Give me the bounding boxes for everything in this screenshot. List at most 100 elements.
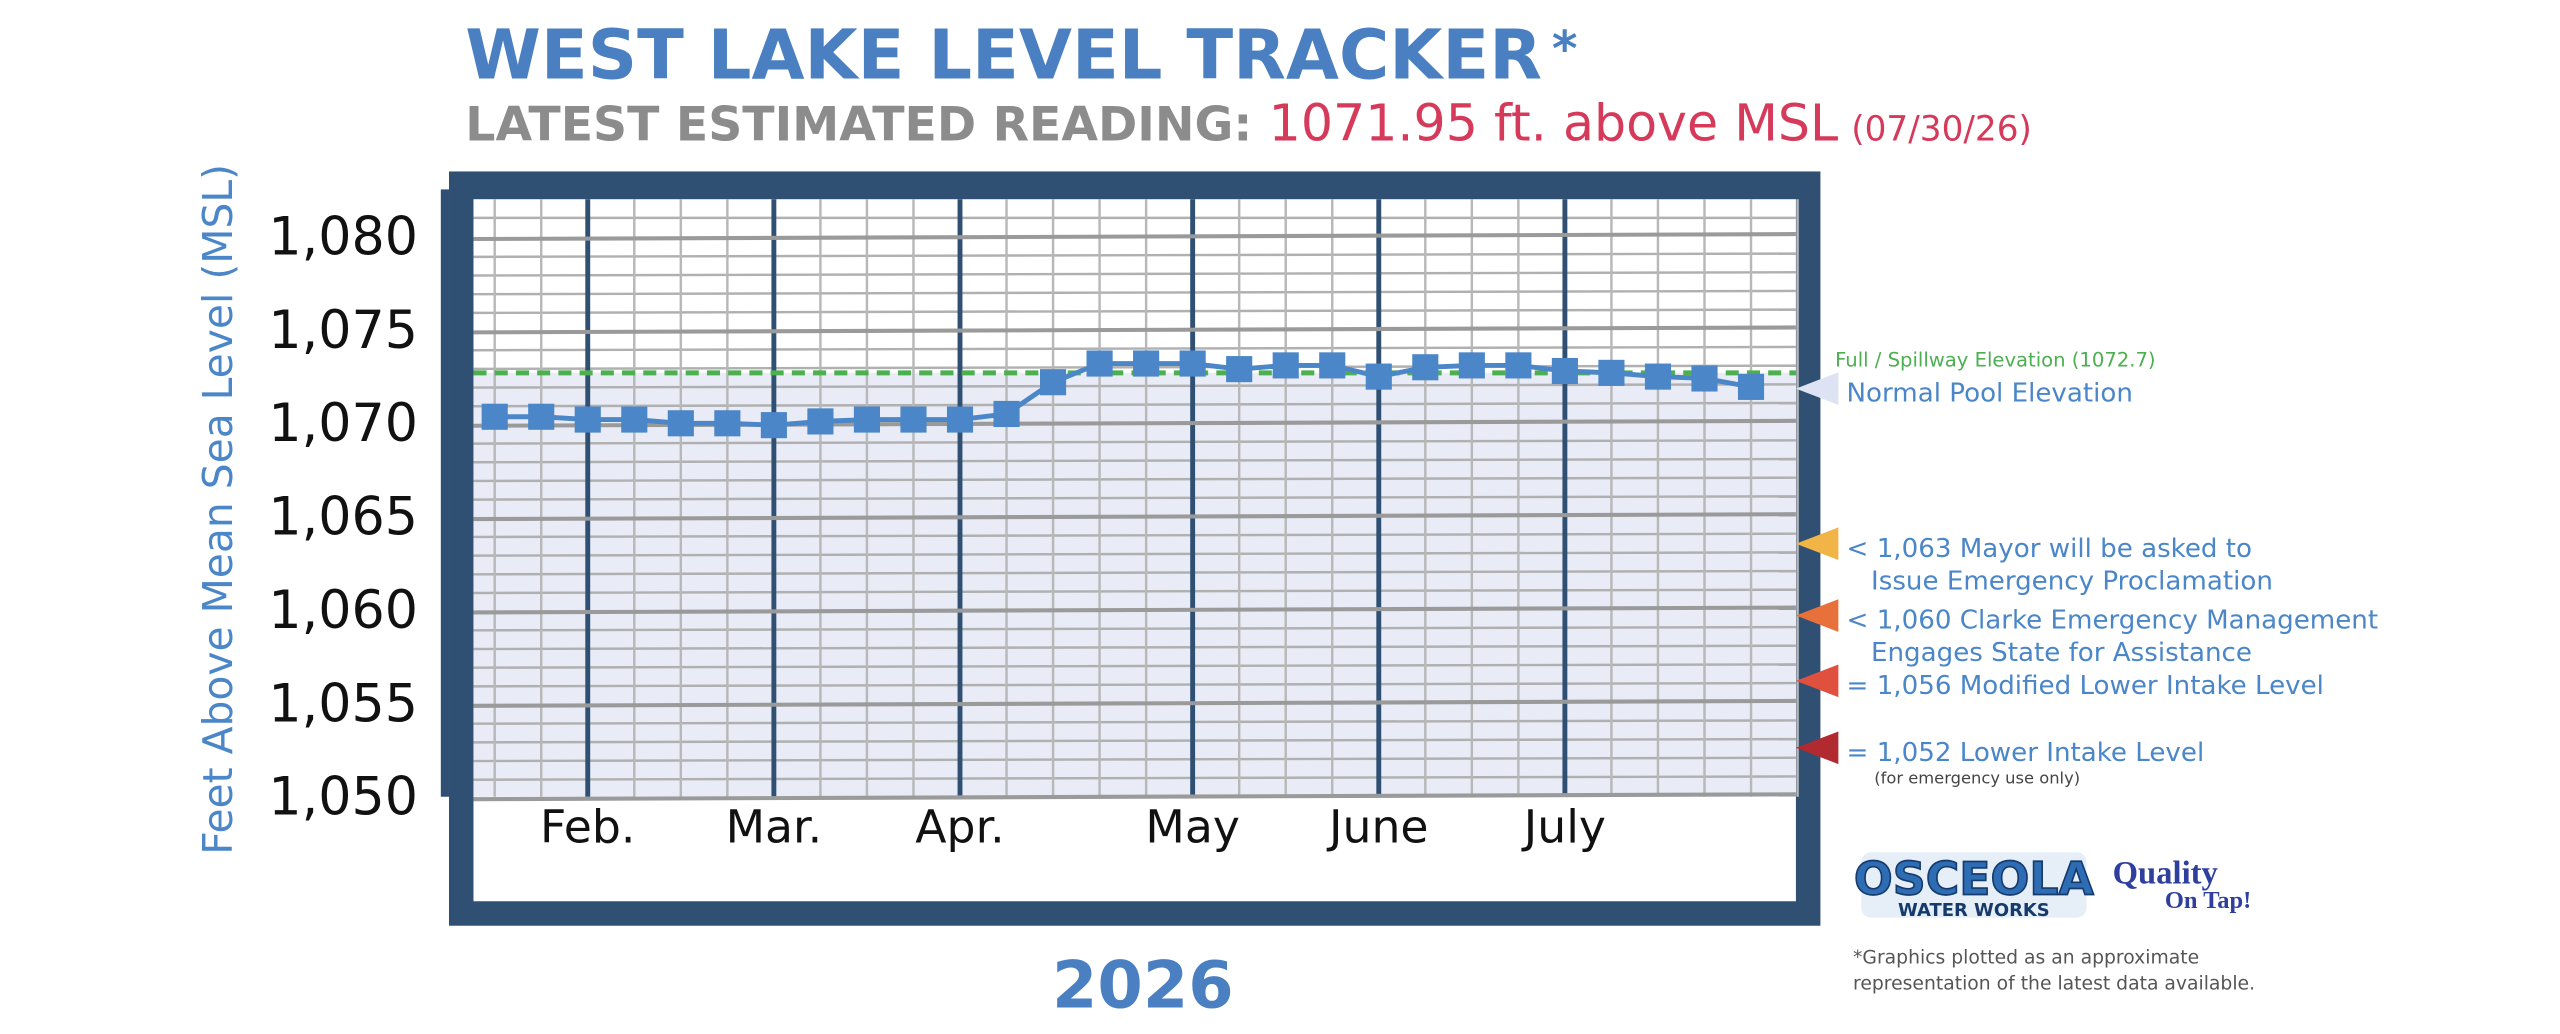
logo-tag1: Quality [2113, 855, 2218, 891]
point [621, 406, 648, 433]
x-tick-label: July [1521, 800, 1606, 853]
point [1644, 363, 1672, 390]
latest-date: (07/30/26) [1851, 109, 2032, 149]
minor-grid [473, 457, 1796, 464]
annotation-text: = 1,056 Modified Lower Intake Level [1847, 671, 2324, 701]
annotation-marker [1795, 731, 1839, 765]
title-mark: * [1552, 20, 1578, 77]
annotation-marker [1795, 527, 1839, 561]
subtitle-label: LATEST ESTIMATED READING: [465, 97, 1252, 152]
logo-sub: WATER WORKS [1898, 900, 2050, 921]
minor-grid [473, 532, 1796, 539]
point [1691, 365, 1718, 392]
grid-line [473, 605, 1796, 615]
grid-line [473, 698, 1796, 708]
point [574, 406, 601, 433]
minor-grid [473, 401, 1796, 408]
grid-line [473, 512, 1796, 522]
point [667, 410, 694, 437]
minor-grid [473, 588, 1796, 595]
logo: OSCEOLA WATER WORKS Quality On Tap! [1853, 852, 2251, 921]
logo-name: OSCEOLA [1854, 853, 2095, 906]
subtitle: LATEST ESTIMATED READING: 1071.95 ft. abo… [465, 93, 2032, 152]
y-tick-label: 1,080 [268, 208, 418, 268]
annotation-text: < 1,063 Mayor will be asked to [1847, 534, 2253, 564]
x-tick-label: May [1145, 800, 1240, 853]
minor-grid [473, 271, 1796, 277]
point [528, 403, 555, 430]
minor-grid [473, 383, 1796, 389]
pool-shade [473, 372, 1796, 797]
point [1319, 352, 1346, 379]
minor-grid [473, 625, 1796, 632]
minor-grid [473, 644, 1796, 651]
point [946, 406, 974, 433]
y-tick-label: 1,050 [268, 768, 418, 828]
title: WEST LAKE LEVEL TRACKER * [465, 15, 1577, 95]
minor-grid [473, 495, 1796, 501]
grid-line [473, 232, 1796, 242]
footnote: *Graphics plotted as an approximate [1853, 947, 2199, 968]
point [481, 403, 508, 430]
annotation-marker [1795, 664, 1839, 698]
minor-grid [473, 737, 1796, 744]
point [1226, 356, 1253, 383]
minor-grid [473, 663, 1796, 669]
point [1086, 350, 1113, 377]
annotation-marker [1795, 372, 1839, 405]
grid-line [473, 325, 1796, 335]
point [1505, 352, 1532, 379]
minor-grid [473, 252, 1796, 259]
point [1737, 373, 1765, 400]
annotation-text: < 1,060 Clarke Emergency Management [1847, 606, 2379, 636]
grid-line [473, 792, 1796, 802]
point [1133, 350, 1160, 377]
latest-reading: 1071.95 ft. above MSL [1269, 93, 1839, 152]
minor-grid [473, 551, 1796, 557]
minor-grid [473, 719, 1796, 725]
annotation-text: = 1,052 Lower Intake Level [1847, 738, 2205, 768]
minor-grid [473, 775, 1796, 781]
logo-bg [1861, 852, 2087, 918]
point [1179, 350, 1206, 377]
logo-tag2: On Tap! [2165, 887, 2251, 914]
point [1598, 359, 1625, 386]
y-tick-label: 1,075 [268, 301, 418, 361]
point [1551, 357, 1578, 385]
y-axis-label: Feet Above Mean Sea Level (MSL) [194, 164, 242, 855]
minor-grid [473, 756, 1796, 763]
point [1412, 354, 1439, 381]
point [853, 406, 880, 433]
spillway-label: Full / Spillway Elevation (1072.7) [1835, 348, 2155, 371]
point [1365, 363, 1392, 390]
point [900, 406, 927, 433]
frame-edge [440, 189, 449, 797]
minor-grid [473, 308, 1796, 315]
point [714, 410, 741, 437]
annotation-text: Issue Emergency Proclamation [1871, 566, 2273, 596]
y-tick-label: 1,065 [268, 488, 418, 548]
minor-grid [473, 345, 1796, 352]
y-tick-label: 1,060 [268, 581, 418, 641]
point [1458, 352, 1485, 379]
point [1040, 369, 1067, 396]
minor-grid [473, 476, 1796, 483]
minor-grid [473, 289, 1796, 296]
x-tick-label: Apr. [915, 800, 1004, 853]
y-tick-label: 1,055 [268, 674, 418, 734]
x-tick-label: Feb. [540, 800, 635, 853]
minor-grid [473, 681, 1796, 688]
annotation-marker [1795, 599, 1839, 632]
point [760, 412, 787, 439]
title-text: WEST LAKE LEVEL TRACKER [465, 15, 1542, 95]
minor-grid [473, 569, 1796, 576]
x-tick-label: June [1326, 800, 1429, 853]
annotation-text: Engages State for Assistance [1871, 638, 2252, 668]
x-axis-label: 2026 [1052, 947, 1234, 1023]
point [1272, 352, 1299, 379]
footnote: representation of the latest data availa… [1853, 973, 2255, 994]
point [807, 408, 834, 435]
y-tick-label: 1,070 [268, 394, 418, 454]
series-line [494, 361, 1752, 428]
